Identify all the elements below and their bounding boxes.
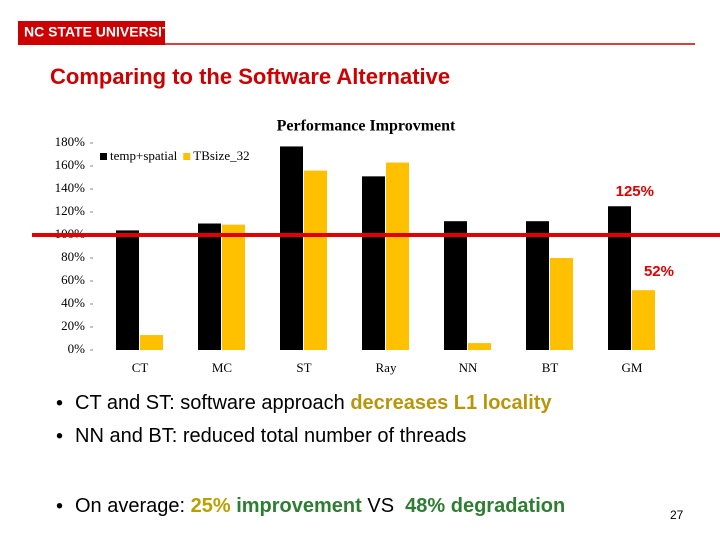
bullet: On average: 25% improvement VS 48% degra… bbox=[75, 495, 565, 517]
bar bbox=[222, 224, 245, 350]
bullet-text: decreases L1 locality bbox=[350, 392, 552, 414]
bar bbox=[608, 206, 631, 350]
bullet-text: 48% degradation bbox=[394, 495, 565, 517]
bullet: CT and ST: software approach decreases L… bbox=[75, 392, 552, 414]
bullet-text: On average: bbox=[75, 495, 191, 517]
bar bbox=[140, 335, 163, 350]
page-number: 27 bbox=[670, 508, 684, 522]
x-tick-label: ST bbox=[296, 360, 311, 375]
bar bbox=[362, 176, 385, 350]
y-tick-label: 80% bbox=[61, 249, 85, 264]
legend-swatch bbox=[100, 153, 107, 160]
bar bbox=[550, 258, 573, 350]
bullet-text: improvement bbox=[231, 495, 368, 517]
bar bbox=[280, 146, 303, 350]
logo: NC STATE UNIVERSITY bbox=[24, 24, 180, 40]
bar bbox=[468, 343, 491, 350]
logo-box bbox=[18, 21, 165, 45]
bar bbox=[116, 230, 139, 350]
legend-label: TBsize_32 bbox=[193, 148, 249, 163]
x-tick-label: Ray bbox=[376, 360, 397, 375]
bar bbox=[526, 221, 549, 350]
slide-title: Comparing to the Software Alternative bbox=[50, 64, 450, 89]
y-tick-label: 40% bbox=[61, 295, 85, 310]
annotation: 52% bbox=[644, 263, 674, 280]
y-tick-label: 140% bbox=[55, 180, 86, 195]
bullet-dot: • bbox=[56, 495, 63, 517]
bullet-text: CT and ST: software approach bbox=[75, 392, 350, 414]
y-tick-label: 20% bbox=[61, 318, 85, 333]
y-tick-label: 0% bbox=[68, 341, 86, 356]
bullet: NN and BT: reduced total number of threa… bbox=[75, 425, 466, 447]
bar bbox=[632, 290, 655, 350]
annotation: 125% bbox=[616, 183, 654, 200]
bar bbox=[386, 162, 409, 350]
x-tick-label: MC bbox=[212, 360, 232, 375]
bar bbox=[198, 223, 221, 350]
bullet-dot: • bbox=[56, 392, 63, 414]
bullet-dot: • bbox=[56, 425, 63, 447]
legend-swatch bbox=[183, 153, 191, 160]
bullet-text: VS bbox=[367, 495, 394, 517]
x-tick-label: NN bbox=[459, 360, 478, 375]
y-tick-label: 160% bbox=[55, 157, 86, 172]
bullet-text: NN and BT: reduced total number of threa… bbox=[75, 425, 466, 447]
bar bbox=[444, 221, 467, 350]
y-tick-label: 120% bbox=[55, 203, 86, 218]
x-tick-label: BT bbox=[542, 360, 559, 375]
y-tick-label: 180% bbox=[55, 134, 86, 149]
bullet-text: 25% bbox=[191, 495, 231, 517]
x-tick-label: GM bbox=[622, 360, 643, 375]
chart-title: Performance Improvment bbox=[277, 118, 456, 135]
y-tick-label: 60% bbox=[61, 272, 85, 287]
bar bbox=[304, 170, 327, 350]
x-tick-label: CT bbox=[132, 360, 149, 375]
legend-label: temp+spatial bbox=[110, 148, 178, 163]
